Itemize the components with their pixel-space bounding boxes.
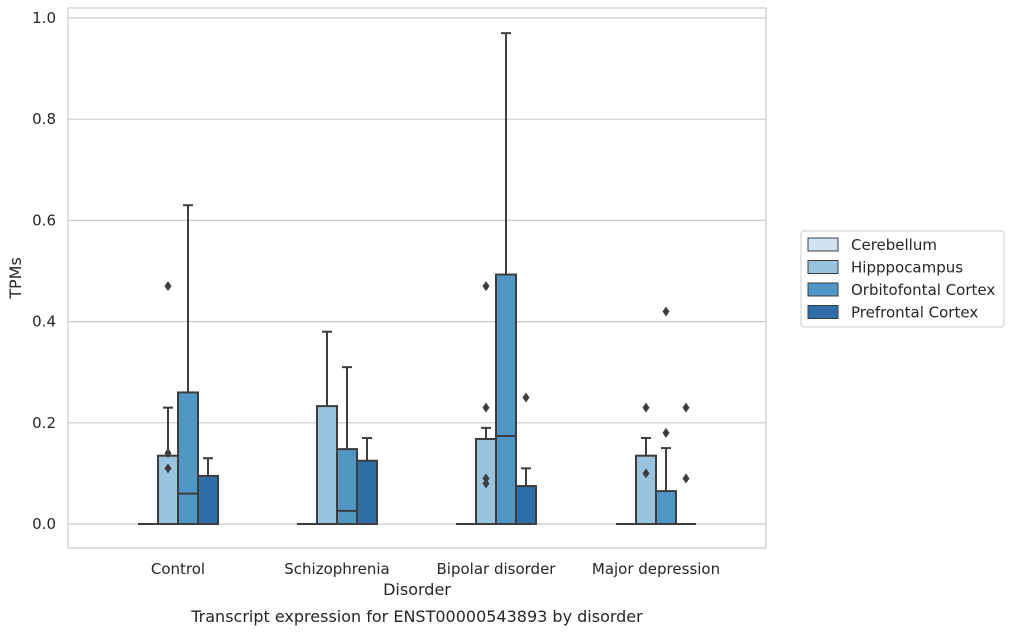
x-axis-title: Disorder xyxy=(383,580,451,599)
legend-label: Prefrontal Cortex xyxy=(851,304,978,322)
outlier-marker xyxy=(682,402,690,413)
legend-swatch xyxy=(807,305,839,319)
box-orbitofontal-cortex xyxy=(336,366,358,525)
box-body xyxy=(177,391,199,525)
y-tick-label: 0.6 xyxy=(32,211,56,229)
box-body xyxy=(515,485,537,525)
box-prefrontal-cortex xyxy=(197,457,219,525)
plot-frame xyxy=(67,7,767,549)
x-tick-label: Schizophrenia xyxy=(284,560,389,578)
x-tick-label: Major depression xyxy=(592,560,720,578)
y-tick-label: 0.8 xyxy=(32,110,56,128)
box-body xyxy=(356,459,378,525)
legend-label: Orbitofontal Cortex xyxy=(851,281,995,299)
outlier-marker xyxy=(164,281,172,292)
y-tick-label: 0.2 xyxy=(32,414,56,432)
y-tick-label: 0.0 xyxy=(32,515,56,533)
box-hipppocampus xyxy=(316,330,338,525)
box-body xyxy=(316,405,338,525)
box-hipppocampus xyxy=(475,281,497,526)
box-orbitofontal-cortex xyxy=(655,306,677,525)
box-body xyxy=(655,490,677,525)
box-body xyxy=(495,273,517,525)
box-groups xyxy=(138,32,696,526)
box-body xyxy=(336,448,358,525)
outlier-marker xyxy=(482,281,490,292)
box-prefrontal-cortex xyxy=(356,436,378,525)
box-hipppocampus xyxy=(157,281,179,525)
legend-swatch xyxy=(807,260,839,274)
outlier-marker xyxy=(482,478,490,489)
x-tick-labels: Control Schizophrenia Bipolar disorder Majo… xyxy=(151,560,720,578)
box-prefrontal-cortex xyxy=(515,392,537,525)
legend-item: Prefrontal Cortex xyxy=(807,304,978,322)
legend-swatch xyxy=(807,237,839,252)
x-tick-label: Bipolar disorder xyxy=(437,560,557,578)
outlier-marker xyxy=(522,392,530,403)
box-orbitofontal-cortex xyxy=(495,32,517,525)
box-body xyxy=(197,474,219,525)
y-axis-title: TPMs xyxy=(6,257,25,300)
outlier-marker xyxy=(642,468,650,479)
outlier-marker xyxy=(164,463,172,474)
legend-label: Hipppocampus xyxy=(851,259,963,277)
outlier-marker xyxy=(682,473,690,484)
legend-item: Hipppocampus xyxy=(807,259,963,277)
outlier-marker xyxy=(164,448,172,459)
outlier-marker xyxy=(482,402,490,413)
box-hipppocampus xyxy=(635,402,657,525)
box-orbitofontal-cortex xyxy=(177,204,199,525)
legend: Cerebellum Hipppocampus Orbitofontal Corte… xyxy=(800,230,1005,328)
outlier-marker xyxy=(662,427,670,438)
legend-label: Cerebellum xyxy=(851,236,937,254)
y-tick-label: 1.0 xyxy=(32,9,56,27)
legend-box xyxy=(800,230,1005,328)
box-prefrontal-cortex xyxy=(676,402,696,525)
chart-caption: Transcript expression for ENST0000054389… xyxy=(190,607,643,626)
legend-item: Orbitofontal Cortex xyxy=(807,281,995,299)
legend-item: Cerebellum xyxy=(807,236,937,254)
box-body xyxy=(635,454,657,525)
legend-swatch xyxy=(807,282,839,297)
outlier-marker xyxy=(662,306,670,317)
outlier-marker xyxy=(482,473,490,484)
x-tick-label: Control xyxy=(151,560,205,578)
y-tick-label: 0.4 xyxy=(32,313,56,331)
outlier-marker xyxy=(642,402,650,413)
y-tick-labels: 0.0 0.2 0.4 0.6 0.8 1.0 xyxy=(32,9,56,533)
